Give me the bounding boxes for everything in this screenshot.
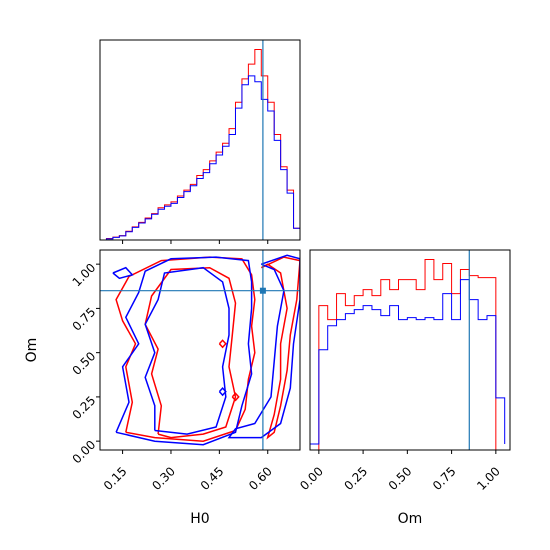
om-hist-series-1 [310,279,506,450]
h0-ticklabel-3: 0.60 [246,464,275,493]
om-y-ticklabel-0: 0.00 [70,438,99,467]
x-axis-label-h0: H0 [190,511,209,527]
om-ticklabel-1: 0.25 [341,464,370,493]
contour-1-0 [115,256,253,446]
contour-1-1 [144,266,230,435]
contour-0-0 [115,256,256,442]
h0-ticklabel-2: 0.45 [198,464,227,493]
contour-1-2 [227,254,300,439]
om-hist-frame [309,249,511,451]
x-axis-label-om: Om [398,511,423,527]
om-ticklabel-3: 0.75 [430,464,459,493]
om-y-ticklabel-3: 0.75 [70,305,99,334]
h0-hist-frame [99,39,301,241]
om-y-ticklabel-2: 0.50 [70,349,99,378]
contour-1-3 [112,266,134,280]
h0-hist-series-0 [100,49,300,240]
h0-ticklabel-1: 0.30 [149,464,178,493]
om-y-ticklabel-1: 0.25 [70,393,99,422]
om-ticklabel-4: 1.00 [474,464,503,493]
om-ticklabel-0: 0.00 [297,464,326,493]
om-y-ticklabel-4: 1.00 [70,261,99,290]
contour-0-4 [231,392,240,402]
truth-marker [259,287,266,294]
contour-0-3 [218,339,227,349]
y-axis-label-om: Om [24,338,40,363]
contour-0-1 [144,266,237,439]
h0-ticklabel-0: 0.15 [101,464,130,493]
om-hist-series-0 [318,259,497,450]
contour-frame [99,249,301,451]
contour-1-4 [218,386,227,397]
h0-hist-series-1 [100,75,300,240]
om-ticklabel-2: 0.50 [386,464,415,493]
